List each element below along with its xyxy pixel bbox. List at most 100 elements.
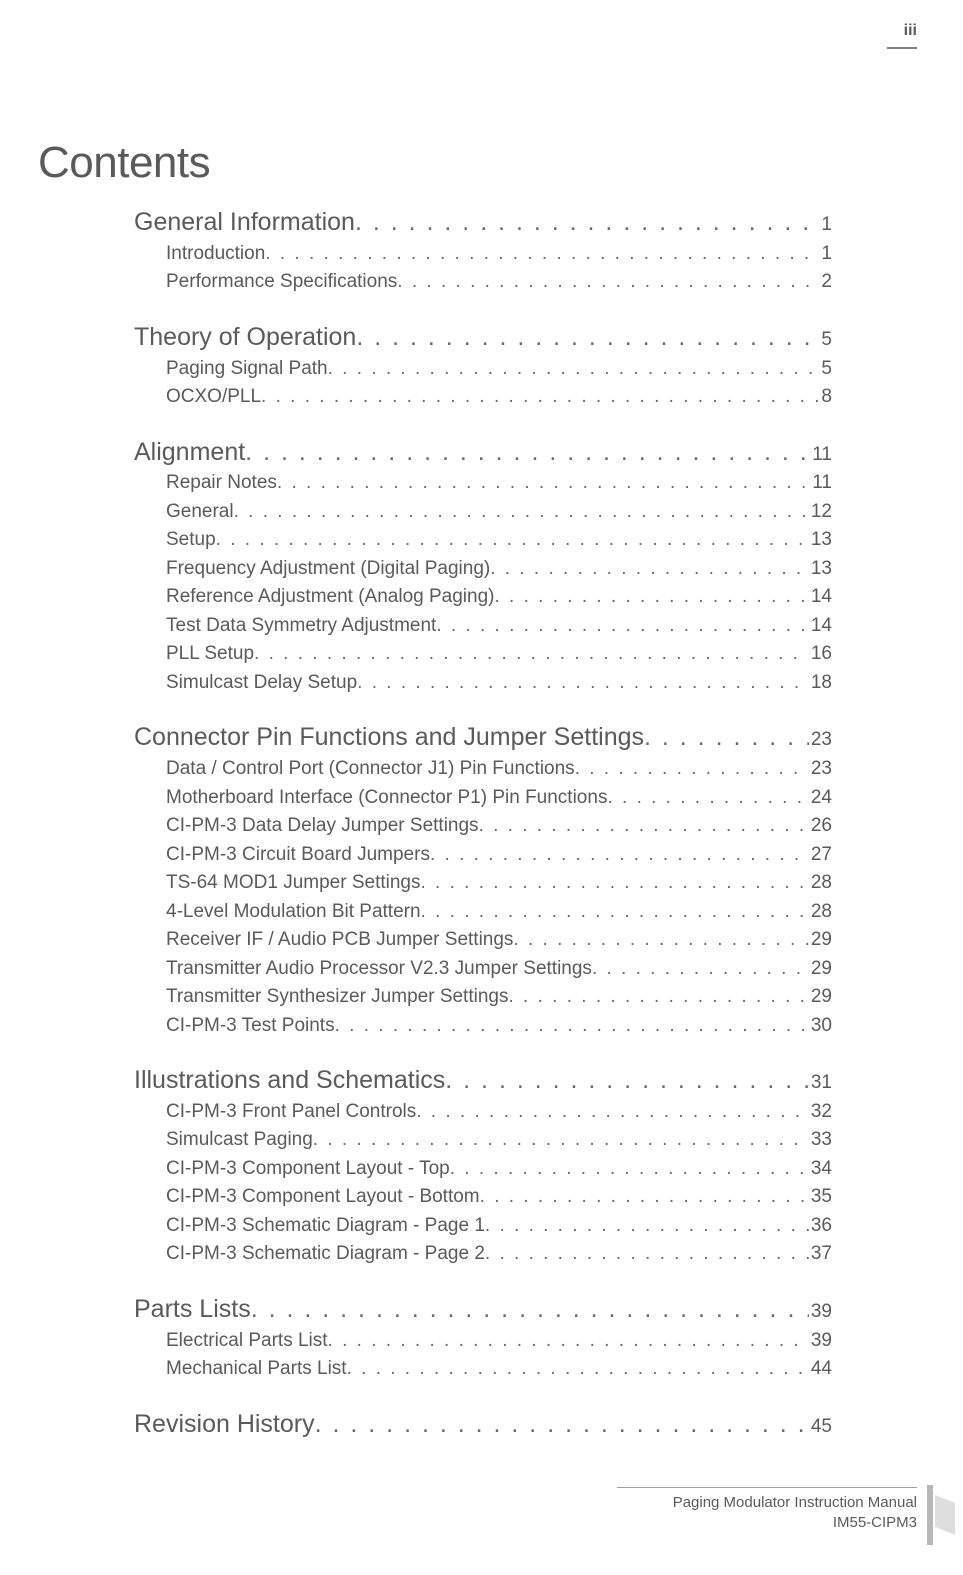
toc-leader-dots: . . . . . . . . . . . . . . . . . . . . … [356, 321, 819, 355]
toc-entry-label: Motherboard Interface (Connector P1) Pin… [166, 784, 607, 813]
toc-leader-dots: . . . . . . . . . . . . . . . . . . . . … [592, 955, 809, 984]
toc-leader-dots: . . . . . . . . . . . . . . . . . . . . … [485, 1240, 809, 1269]
toc-entry-label: CI-PM-3 Front Panel Controls [166, 1098, 416, 1127]
main-content: Contents General Information . . . . . .… [38, 138, 863, 1441]
toc-entry-label: Setup [166, 526, 216, 555]
toc-entry-page: 12 [809, 498, 832, 527]
toc-entry-label: Paging Signal Path [166, 355, 328, 384]
toc-entry-lvl1[interactable]: Illustrations and Schematics . . . . . .… [134, 1064, 832, 1098]
toc-entry-lvl2[interactable]: CI-PM-3 Data Delay Jumper Settings . . .… [166, 812, 832, 841]
toc-entry-label: Transmitter Synthesizer Jumper Settings [166, 983, 508, 1012]
page-title: Contents [38, 138, 863, 188]
toc-entry-page: 36 [809, 1212, 832, 1241]
footer-bar-icon [927, 1485, 933, 1545]
toc-entry-lvl2[interactable]: Test Data Symmetry Adjustment . . . . . … [166, 612, 832, 641]
toc-leader-dots: . . . . . . . . . . . . . . . . . . . . … [421, 898, 809, 927]
toc-entry-label: OCXO/PLL [166, 383, 261, 412]
header-rule [887, 47, 917, 49]
toc-leader-dots: . . . . . . . . . . . . . . . . . . . . … [436, 612, 809, 641]
toc-entry-lvl2[interactable]: CI-PM-3 Component Layout - Bottom . . . … [166, 1183, 832, 1212]
toc-entry-label: Theory of Operation [134, 321, 356, 355]
footer-rule [617, 1487, 917, 1488]
toc-entry-lvl2[interactable]: CI-PM-3 Component Layout - Top . . . . .… [166, 1155, 832, 1184]
toc-leader-dots: . . . . . . . . . . . . . . . . . . . . … [328, 355, 820, 384]
toc-entry-page: 39 [809, 1327, 832, 1356]
toc-entry-lvl2[interactable]: Receiver IF / Audio PCB Jumper Settings … [166, 926, 832, 955]
toc-entry-lvl2[interactable]: Reference Adjustment (Analog Paging) . .… [166, 583, 832, 612]
toc-entry-lvl2[interactable]: Motherboard Interface (Connector P1) Pin… [166, 784, 832, 813]
toc-entry-lvl2[interactable]: OCXO/PLL . . . . . . . . . . . . . . . .… [166, 383, 832, 412]
toc-entry-lvl2[interactable]: TS-64 MOD1 Jumper Settings . . . . . . .… [166, 869, 832, 898]
toc-entry-label: Parts Lists [134, 1293, 251, 1327]
toc-entry-lvl2[interactable]: PLL Setup . . . . . . . . . . . . . . . … [166, 640, 832, 669]
toc-leader-dots: . . . . . . . . . . . . . . . . . . . . … [397, 268, 819, 297]
toc-entry-lvl2[interactable]: CI-PM-3 Schematic Diagram - Page 2 . . .… [166, 1240, 832, 1269]
toc-entry-lvl2[interactable]: CI-PM-3 Front Panel Controls . . . . . .… [166, 1098, 832, 1127]
toc-entry-lvl2[interactable]: CI-PM-3 Schematic Diagram - Page 1 . . .… [166, 1212, 832, 1241]
toc-entry-lvl2[interactable]: Simulcast Paging . . . . . . . . . . . .… [166, 1126, 832, 1155]
toc-leader-dots: . . . . . . . . . . . . . . . . . . . . … [254, 640, 809, 669]
toc-entry-page: 29 [809, 926, 832, 955]
toc-entry-lvl2[interactable]: Data / Control Port (Connector J1) Pin F… [166, 755, 832, 784]
toc-entry-lvl2[interactable]: Introduction . . . . . . . . . . . . . .… [166, 240, 832, 269]
footer-line-1: Paging Modulator Instruction Manual [673, 1493, 917, 1513]
toc-entry-page: 33 [809, 1126, 832, 1155]
toc-entry-label: Simulcast Paging [166, 1126, 313, 1155]
toc-entry-lvl2[interactable]: CI-PM-3 Circuit Board Jumpers . . . . . … [166, 841, 832, 870]
toc-entry-label: CI-PM-3 Data Delay Jumper Settings [166, 812, 479, 841]
toc-entry-page: 44 [809, 1355, 832, 1384]
toc-entry-label: CI-PM-3 Component Layout - Top [166, 1155, 450, 1184]
toc-entry-lvl2[interactable]: Setup . . . . . . . . . . . . . . . . . … [166, 526, 832, 555]
toc-entry-label: General Information [134, 206, 355, 240]
toc-entry-label: Electrical Parts List [166, 1327, 328, 1356]
toc-entry-lvl2[interactable]: CI-PM-3 Test Points . . . . . . . . . . … [166, 1012, 832, 1041]
toc-entry-label: Repair Notes [166, 469, 277, 498]
toc-leader-dots: . . . . . . . . . . . . . . . . . . . . … [335, 1012, 809, 1041]
toc-entry-page: 35 [809, 1183, 832, 1212]
footer-blob-icon [935, 1495, 955, 1535]
toc-entry-page: 16 [809, 640, 832, 669]
toc-entry-page: 45 [809, 1414, 832, 1440]
toc-leader-dots: . . . . . . . . . . . . . . . . . . . . … [277, 469, 810, 498]
toc-leader-dots: . . . . . . . . . . . . . . . . . . . . … [485, 1212, 809, 1241]
toc-entry-lvl2[interactable]: Transmitter Audio Processor V2.3 Jumper … [166, 955, 832, 984]
toc-leader-dots: . . . . . . . . . . . . . . . . . . . . … [420, 869, 808, 898]
toc-entry-lvl2[interactable]: Electrical Parts List . . . . . . . . . … [166, 1327, 832, 1356]
toc-entry-lvl2[interactable]: Transmitter Synthesizer Jumper Settings … [166, 983, 832, 1012]
toc-entry-lvl2[interactable]: Frequency Adjustment (Digital Paging) . … [166, 555, 832, 584]
toc-leader-dots: . . . . . . . . . . . . . . . . . . . . … [261, 383, 819, 412]
toc-entry-label: 4-Level Modulation Bit Pattern [166, 898, 421, 927]
toc-leader-dots: . . . . . . . . . . . . . . . . . . . . … [416, 1098, 809, 1127]
toc-entry-lvl1[interactable]: General Information . . . . . . . . . . … [134, 206, 832, 240]
toc-entry-lvl1[interactable]: Alignment . . . . . . . . . . . . . . . … [134, 436, 832, 470]
toc-entry-lvl1[interactable]: Parts Lists . . . . . . . . . . . . . . … [134, 1293, 832, 1327]
toc-entry-page: 8 [819, 383, 832, 412]
toc-entry-lvl2[interactable]: General . . . . . . . . . . . . . . . . … [166, 498, 832, 527]
toc-leader-dots: . . . . . . . . . . . . . . . . . . . . … [216, 526, 809, 555]
toc-leader-dots: . . . . . . . . . . . . . . . . . . . . … [315, 1408, 809, 1442]
toc-entry-page: 5 [819, 327, 832, 353]
toc-entry-lvl2[interactable]: Performance Specifications . . . . . . .… [166, 268, 832, 297]
toc-entry-page: 14 [809, 583, 832, 612]
toc-leader-dots: . . . . . . . . . . . . . . . . . . . . … [607, 784, 808, 813]
toc-entry-page: 28 [809, 898, 832, 927]
toc-entry-label: Receiver IF / Audio PCB Jumper Settings [166, 926, 513, 955]
toc-entry-label: Illustrations and Schematics [134, 1064, 445, 1098]
toc-entry-lvl1[interactable]: Revision History . . . . . . . . . . . .… [134, 1408, 832, 1442]
toc-section: Theory of Operation . . . . . . . . . . … [134, 321, 832, 412]
toc-entry-page: 30 [809, 1012, 832, 1041]
toc-entry-lvl1[interactable]: Connector Pin Functions and Jumper Setti… [134, 721, 832, 755]
toc-entry-lvl2[interactable]: Simulcast Delay Setup . . . . . . . . . … [166, 669, 832, 698]
toc-leader-dots: . . . . . . . . . . . . . . . . . . . . … [245, 436, 810, 470]
toc-leader-dots: . . . . . . . . . . . . . . . . . . . . … [355, 206, 819, 240]
toc-entry-lvl2[interactable]: Repair Notes . . . . . . . . . . . . . .… [166, 469, 832, 498]
toc-entry-lvl2[interactable]: Paging Signal Path . . . . . . . . . . .… [166, 355, 832, 384]
toc-entry-lvl2[interactable]: Mechanical Parts List . . . . . . . . . … [166, 1355, 832, 1384]
toc-entry-lvl1[interactable]: Theory of Operation . . . . . . . . . . … [134, 321, 832, 355]
toc-entry-lvl2[interactable]: 4-Level Modulation Bit Pattern . . . . .… [166, 898, 832, 927]
toc-leader-dots: . . . . . . . . . . . . . . . . . . . . … [575, 755, 809, 784]
toc-entry-page: 23 [809, 755, 832, 784]
toc-entry-page: 5 [819, 355, 832, 384]
toc-entry-label: TS-64 MOD1 Jumper Settings [166, 869, 420, 898]
toc-leader-dots: . . . . . . . . . . . . . . . . . . . . … [313, 1126, 809, 1155]
